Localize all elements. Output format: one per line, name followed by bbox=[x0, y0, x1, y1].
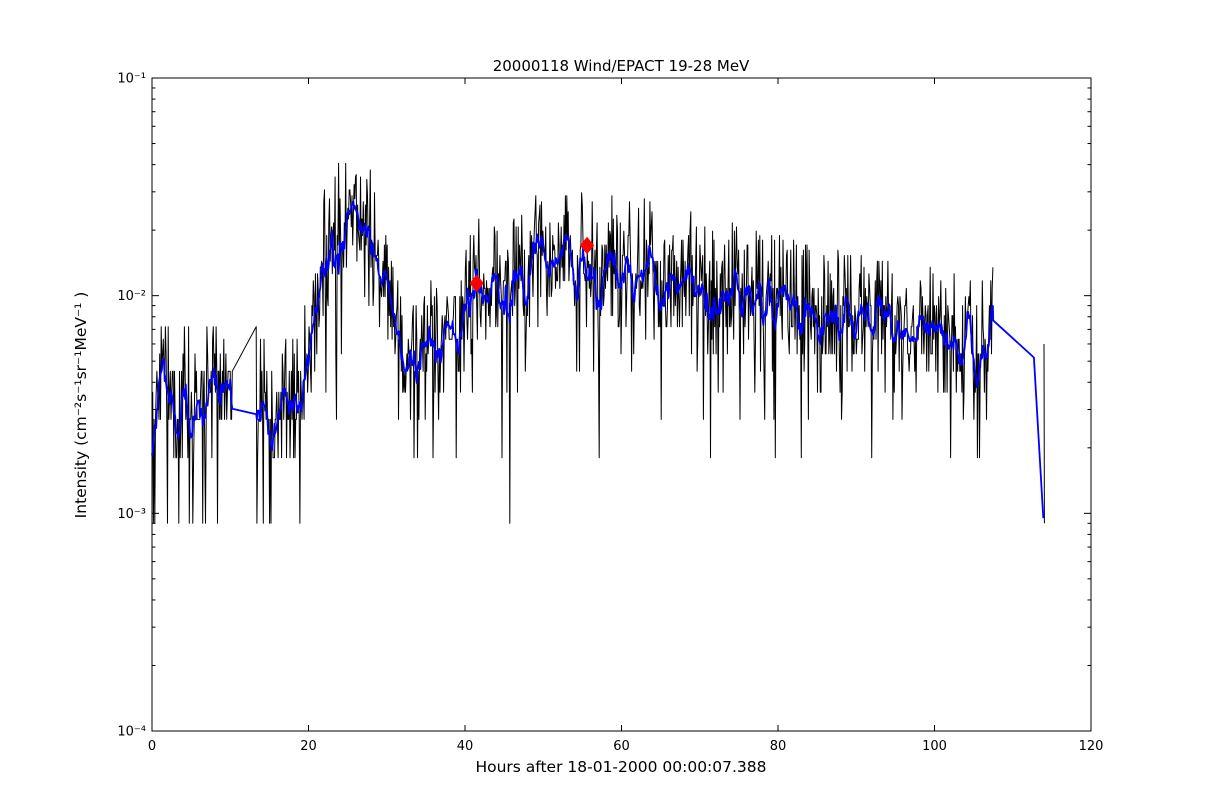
y-tick-label: 10⁻³ bbox=[117, 507, 146, 522]
x-tick-label: 20 bbox=[300, 739, 317, 754]
event-marker-diamond bbox=[579, 236, 595, 255]
raw-series-line bbox=[151, 162, 994, 524]
chart-title: 20000118 Wind/EPACT 19-28 MeV bbox=[493, 57, 750, 75]
event-marker-diamond bbox=[469, 274, 484, 293]
y-tick-label: 10⁻² bbox=[117, 289, 146, 304]
smoothed-series-line bbox=[151, 200, 1045, 519]
plot-area: 0 20 40 60 80 100 120 10⁻⁴ 10⁻³ 10⁻² 10⁻¹ bbox=[117, 72, 1103, 755]
x-tick-label: 100 bbox=[922, 739, 947, 754]
y-tick-label: 10⁻¹ bbox=[117, 72, 146, 87]
x-tick-label: 60 bbox=[613, 739, 630, 754]
x-tick-label: 40 bbox=[457, 739, 474, 754]
x-axis-label: Hours after 18-01-2000 00:00:07.388 bbox=[475, 758, 766, 776]
y-axis-label: Intensity (cm⁻²s⁻¹sr⁻¹MeV⁻¹ ) bbox=[72, 292, 90, 519]
y-tick-label: 10⁻⁴ bbox=[117, 725, 146, 740]
x-tick-label: 80 bbox=[770, 739, 787, 754]
x-tick-label: 120 bbox=[1079, 739, 1104, 754]
x-tick-label: 0 bbox=[148, 739, 156, 754]
